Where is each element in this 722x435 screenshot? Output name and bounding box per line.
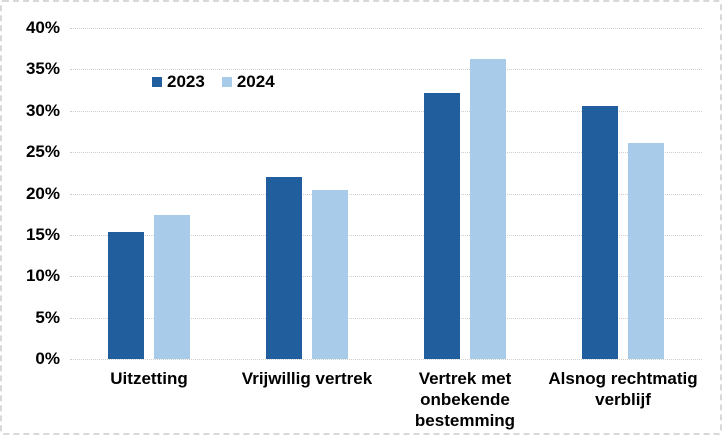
- y-axis-tick-label: 10%: [25, 266, 60, 286]
- gridline: [70, 317, 702, 319]
- gridline: [70, 28, 702, 29]
- gridline: [70, 69, 702, 71]
- legend-label-2023: 2023: [167, 72, 205, 91]
- x-axis-category-label: Alsnog rechtmatig verblijf: [548, 369, 698, 409]
- legend-item-2023: 2023: [152, 72, 205, 92]
- gridline: [70, 193, 702, 195]
- y-axis-tick-label: 0%: [35, 349, 60, 368]
- gridline: [70, 110, 702, 112]
- gridline: [70, 152, 702, 154]
- y-axis-tick-label: 30%: [25, 100, 60, 120]
- y-axis-tick-label: 15%: [25, 224, 60, 244]
- x-axis-category-label: Uitzetting: [110, 369, 188, 388]
- chart-legend: 2023 2024: [152, 72, 275, 92]
- y-axis-tick-label: 5%: [35, 307, 60, 327]
- gridline: [70, 234, 702, 236]
- y-axis-tick-label: 20%: [25, 183, 60, 203]
- legend-swatch-2024: [221, 77, 232, 87]
- bar-2024: [628, 143, 664, 359]
- x-axis-category-label: Vertrek met onbekende bestemming: [414, 369, 516, 430]
- bar-2024: [470, 59, 506, 359]
- bar-2023: [424, 92, 460, 359]
- bar-2023: [266, 176, 302, 359]
- y-axis-tick-label: 40%: [25, 18, 60, 37]
- y-axis-tick-label: 25%: [25, 142, 60, 162]
- bar-2024: [154, 215, 190, 359]
- gridline: [70, 359, 702, 360]
- bar-2023: [108, 231, 144, 359]
- y-axis-tick-label: 35%: [25, 59, 60, 79]
- gridline: [70, 276, 702, 278]
- legend-swatch-2023: [152, 77, 162, 87]
- bar-2024: [312, 190, 348, 359]
- bar-2023: [582, 105, 618, 359]
- legend-label-2024: 2024: [236, 72, 275, 91]
- x-axis-category-label: Vrijwillig vertrek: [241, 369, 373, 388]
- legend-item-2024: 2024: [221, 72, 275, 92]
